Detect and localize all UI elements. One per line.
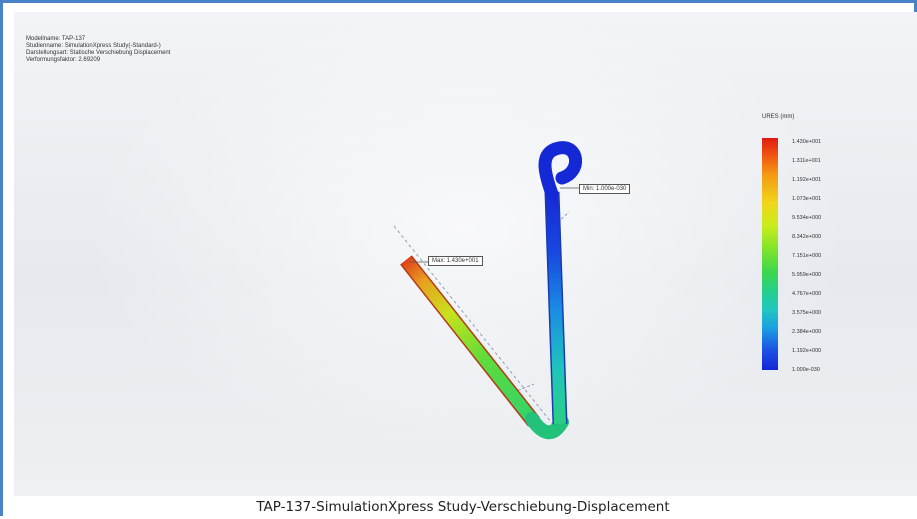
reference-line <box>393 225 560 433</box>
legend-label: 8.342e+000 <box>792 234 822 240</box>
legend-label: 1.073e+001 <box>792 196 822 202</box>
deformation-factor: Verformungsfaktor: 2.69209 <box>26 57 101 63</box>
legend-label: 3.575e+000 <box>792 310 822 316</box>
hook-model <box>393 141 583 440</box>
image-caption: TAP-137-SimulationXpress Study-Verschieb… <box>256 499 670 515</box>
legend-label: 7.151e+000 <box>792 253 822 259</box>
legend-label: 1.430e+001 <box>792 139 822 145</box>
legend-label: 5.959e+000 <box>792 272 822 278</box>
plot-type: Darstellungsart: Statische Verschiebung … <box>26 50 171 56</box>
legend-label: 4.767e+000 <box>792 291 822 297</box>
legend-title: URES (mm) <box>762 114 795 120</box>
study-name: Studienname: SimulationXpress Study(-Sta… <box>26 43 161 49</box>
hook-arm <box>401 256 539 426</box>
legend-label: 2.384e+000 <box>792 329 822 335</box>
hook-curl <box>538 141 583 201</box>
hook-shaft <box>546 191 566 425</box>
legend-label: 1.192e+000 <box>792 348 822 354</box>
legend-label: 1.192e+001 <box>792 177 822 183</box>
caption-bar: TAP-137-SimulationXpress Study-Verschieb… <box>6 496 917 519</box>
legend-label: 1.000e-030 <box>792 367 820 373</box>
min-callout: Min: 1.000e-030 <box>579 184 631 194</box>
reference-line <box>553 211 570 227</box>
legend-label: 9.534e+000 <box>792 215 822 221</box>
simulation-viewport[interactable]: Modellname: TAP-137 Studienname: Simulat… <box>14 12 917 496</box>
model-name: Modellname: TAP-137 <box>26 36 86 42</box>
study-info: Modellname: TAP-137 Studienname: Simulat… <box>26 36 170 64</box>
hook-bend <box>525 412 569 440</box>
color-legend: URES (mm) 1.430e+001 1.311e+001 1.192e+0… <box>762 114 852 384</box>
max-callout: Max: 1.430e+001 <box>428 256 483 266</box>
legend-color-bar <box>762 138 778 370</box>
legend-label: 1.311e+001 <box>792 158 821 164</box>
